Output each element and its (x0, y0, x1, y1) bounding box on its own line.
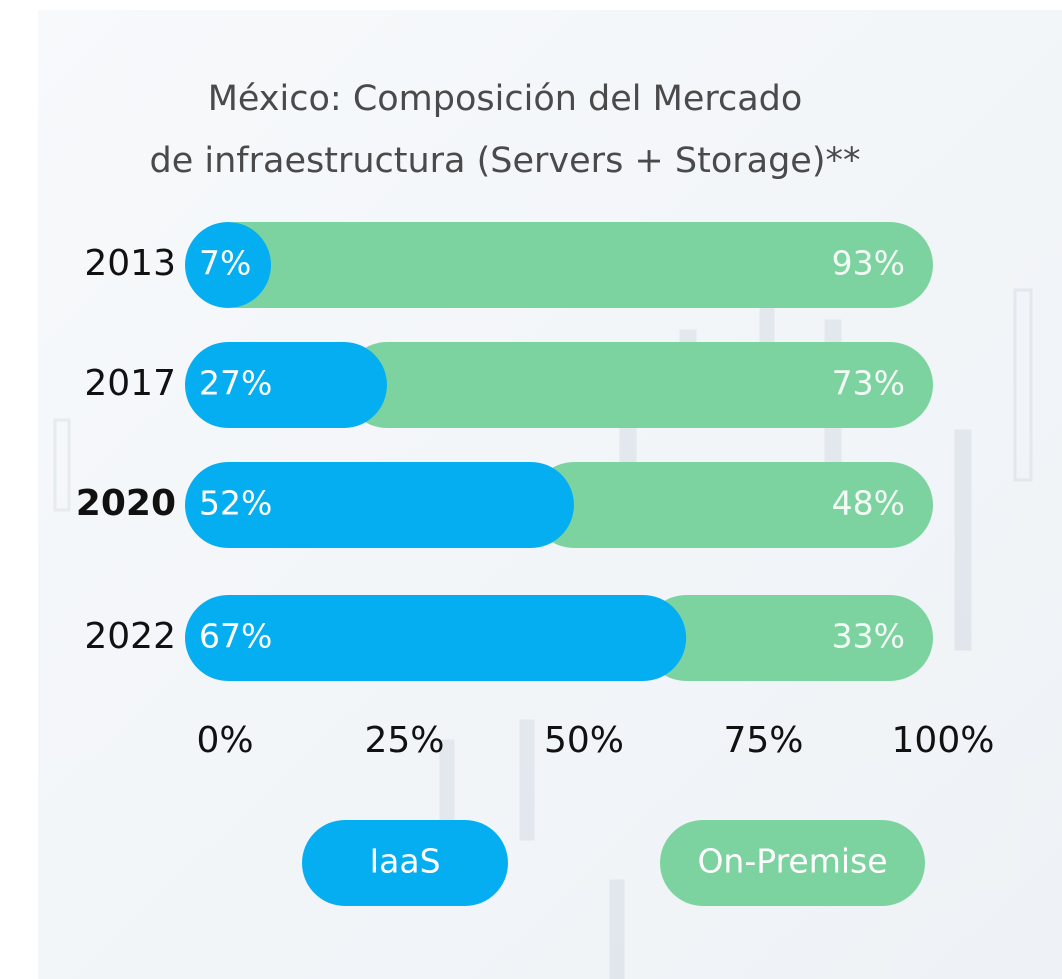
y-tick-label: 2017 (84, 363, 176, 404)
legend-swatch[interactable] (302, 820, 508, 906)
x-tick-label: 100% (892, 720, 995, 761)
legend-label[interactable]: IaaS (369, 842, 440, 881)
bar-segment (185, 222, 271, 308)
x-tick-label: 0% (196, 720, 253, 761)
chart-title: México: Composición del Mercado (208, 79, 803, 119)
legend-label[interactable]: On-Premise (697, 842, 887, 881)
bar-segment (185, 462, 574, 548)
y-tick-label: 2022 (84, 616, 176, 657)
bar-segment (185, 595, 687, 681)
x-tick-label: 50% (544, 720, 624, 761)
bar-segment (643, 595, 933, 681)
value-label: 93% (832, 244, 905, 283)
bar-segment (530, 462, 933, 548)
x-tick-label: 75% (723, 720, 803, 761)
value-label: 33% (832, 617, 905, 656)
y-tick-label: 2020 (76, 483, 176, 524)
value-label: 73% (832, 364, 905, 403)
bar-segment (185, 342, 387, 428)
value-label: 27% (199, 364, 272, 403)
x-tick-label: 25% (364, 720, 444, 761)
value-label: 52% (199, 484, 272, 523)
value-label: 67% (199, 617, 272, 656)
legend-swatch[interactable] (660, 820, 925, 906)
y-tick-label: 2013 (84, 243, 176, 284)
value-label: 48% (832, 484, 905, 523)
bar-segment (194, 222, 934, 308)
chart-title: de infraestructura (Servers + Storage)** (150, 141, 861, 181)
bar-segment (343, 342, 934, 428)
value-label: 7% (199, 244, 251, 283)
